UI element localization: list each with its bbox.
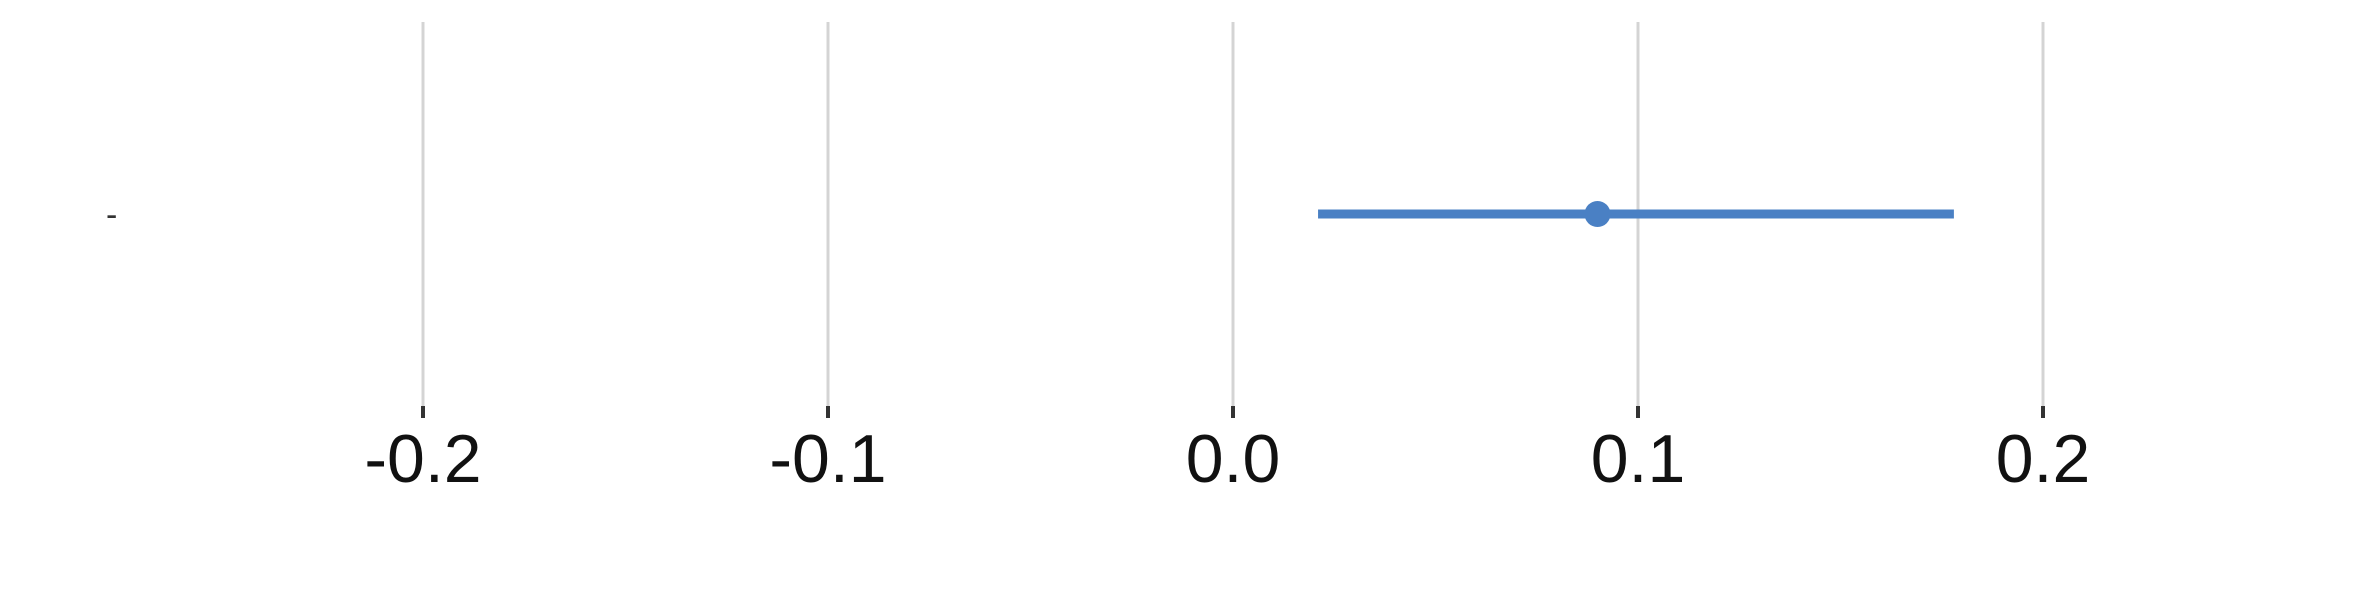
tick-label-0-1: 0.1 [1591,421,1686,497]
point-estimate-marker [1584,201,1611,227]
tick-label-0-0: 0.0 [1186,421,1281,497]
tick-label-0-2: 0.2 [1996,421,2091,497]
rows: - [106,196,1954,234]
row-label: - [106,196,117,234]
tick-label--0-2: -0.2 [364,421,481,497]
tick-label--0-1: -0.1 [769,421,886,497]
gridlines [421,22,2045,406]
x-axis: -0.2 -0.1 0.0 0.1 0.2 [364,406,2090,497]
